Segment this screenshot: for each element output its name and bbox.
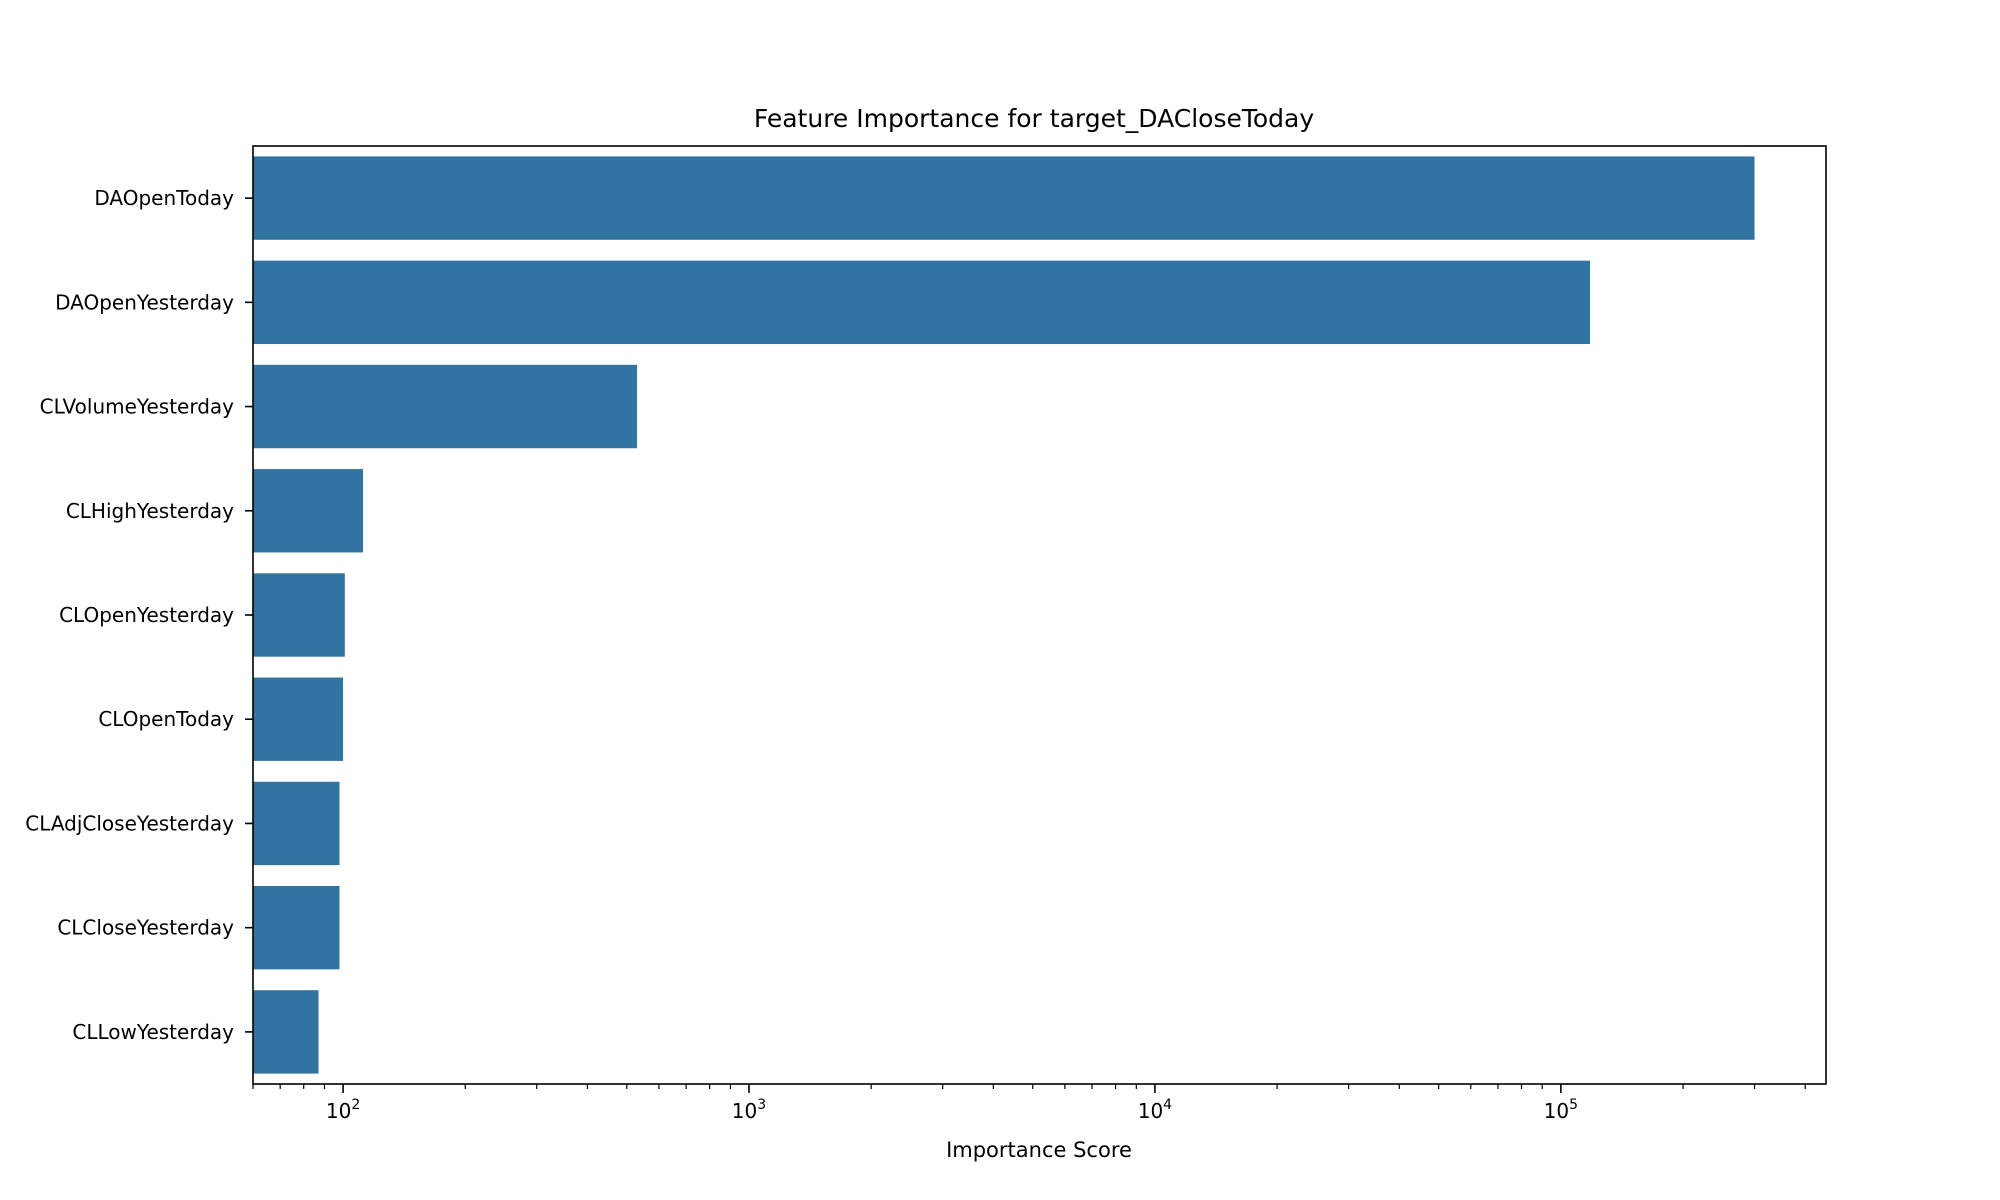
x-tick-label: 105 [1544,1097,1578,1123]
y-tick-label: CLAdjCloseYesterday [25,811,234,835]
bar-CLOpenYesterday [253,573,345,657]
bars-group [253,156,1755,1074]
bar-DAOpenToday [253,156,1755,240]
x-tick-label: 104 [1138,1097,1172,1123]
bar-DAOpenYesterday [253,260,1591,345]
bar-CLAdjCloseYesterday [253,781,340,866]
bar-CLVolumeYesterday [253,364,638,449]
y-tick-label: DAOpenToday [94,186,234,210]
bar-CLLowYesterday [253,990,319,1074]
y-tick-label: CLHighYesterday [66,499,234,523]
y-tick-label: CLLowYesterday [72,1020,234,1044]
bar-CLCloseYesterday [253,885,340,970]
x-tick-label: 103 [732,1097,766,1123]
y-tick-label: DAOpenYesterday [55,290,234,314]
x-tick-label: 102 [326,1097,360,1123]
y-tick-label: CLOpenYesterday [59,603,234,627]
chart-title: Feature Importance for target_DACloseTod… [754,104,1315,133]
y-tick-label: CLCloseYesterday [57,916,234,940]
y-tick-label: CLOpenToday [98,707,234,731]
x-axis-label: Importance Score [946,1138,1132,1162]
bar-CLOpenToday [253,677,344,761]
bar-CLHighYesterday [253,469,364,553]
y-tick-label: CLVolumeYesterday [40,395,235,419]
y-axis: DAOpenToday DAOpenYesterday CLVolumeYester… [25,186,253,1044]
x-axis: 102 103 104 105 [252,1084,1806,1123]
